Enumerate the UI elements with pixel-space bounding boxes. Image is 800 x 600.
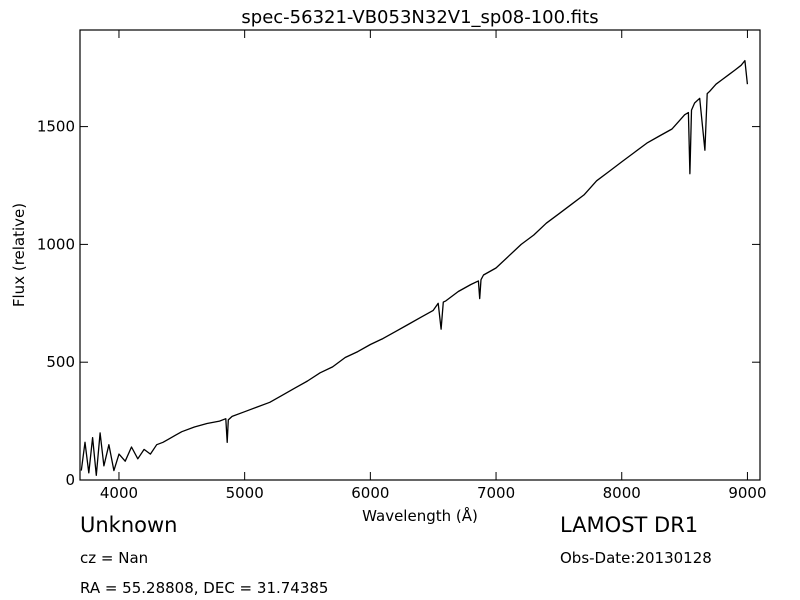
y-axis-label: Flux (relative) (10, 203, 28, 307)
x-tick-label: 5000 (226, 484, 264, 502)
plot-area (80, 30, 760, 480)
x-tick-label: 7000 (477, 484, 515, 502)
x-axis-label: Wavelength (Å) (362, 506, 478, 525)
plot-frame (79, 29, 761, 481)
survey-name-label: LAMOST DR1 (560, 513, 699, 537)
chart-title: spec-56321-VB053N32V1_sp08-100.fits (241, 7, 598, 28)
observation-date-label: Obs-Date:20130128 (560, 549, 712, 567)
x-tick-label: 4000 (100, 484, 138, 502)
redshift-label: cz = Nan (80, 549, 149, 567)
y-tick-label: 1000 (37, 235, 75, 253)
spectrum-series-line (80, 59, 749, 476)
y-tick-label: 0 (65, 471, 75, 489)
object-class-label: Unknown (80, 513, 178, 537)
y-tick-label: 1500 (37, 118, 75, 136)
coordinates-label: RA = 55.28808, DEC = 31.74385 (80, 579, 329, 597)
x-tick-label: 6000 (351, 484, 389, 502)
x-tick-label: 9000 (728, 484, 766, 502)
x-tick-label: 8000 (603, 484, 641, 502)
y-tick-label: 500 (46, 353, 75, 371)
